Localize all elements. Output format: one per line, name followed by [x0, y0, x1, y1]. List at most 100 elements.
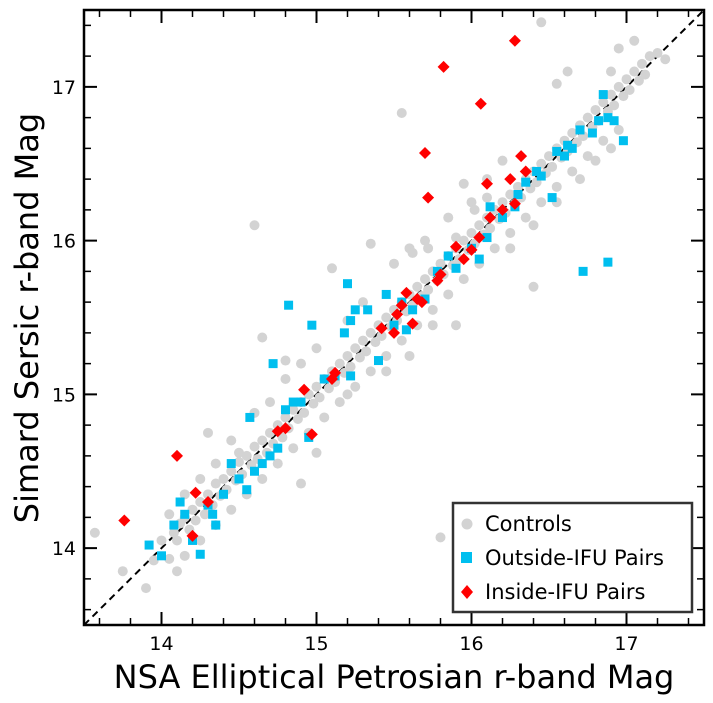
data-point — [346, 371, 356, 381]
data-point — [528, 281, 539, 292]
data-point — [609, 116, 619, 126]
data-point — [497, 197, 508, 208]
data-point — [195, 535, 206, 546]
data-point — [396, 108, 407, 119]
data-point — [404, 350, 415, 361]
data-point — [298, 383, 311, 396]
legend-label-outside-ifu: Outside-IFU Pairs — [485, 546, 664, 570]
data-point — [242, 485, 252, 495]
data-point — [241, 450, 252, 461]
data-point — [280, 355, 291, 366]
data-point — [458, 178, 469, 189]
data-point — [598, 135, 609, 146]
data-point — [265, 451, 275, 461]
data-point — [323, 383, 334, 394]
data-point — [345, 361, 356, 372]
data-point — [528, 220, 539, 231]
data-point — [319, 412, 330, 423]
data-point — [296, 358, 306, 369]
data-point — [437, 60, 450, 73]
data-point — [156, 535, 167, 546]
legend-box — [451, 501, 694, 614]
legend-marker-outside-ifu — [461, 552, 472, 563]
data-point — [415, 296, 428, 309]
data-point — [319, 374, 329, 384]
data-point — [305, 428, 318, 441]
data-point — [629, 66, 640, 77]
data-point — [547, 193, 557, 203]
data-point — [311, 381, 322, 392]
data-point — [629, 35, 640, 46]
data-point — [521, 177, 531, 187]
data-point — [273, 443, 283, 453]
data-point — [219, 489, 228, 499]
data-point — [358, 335, 368, 346]
data-point — [164, 553, 175, 564]
data-point — [618, 136, 628, 146]
data-point — [513, 181, 523, 192]
data-point — [148, 555, 159, 566]
data-point — [504, 173, 517, 186]
data-point — [567, 128, 578, 138]
data-point — [363, 305, 373, 315]
series-1 — [144, 90, 628, 561]
data-point — [199, 509, 210, 520]
data-point — [210, 478, 221, 489]
data-point — [606, 89, 616, 100]
data-point — [598, 97, 609, 108]
data-point — [265, 397, 275, 408]
data-point — [211, 520, 221, 530]
data-point — [391, 308, 404, 321]
data-point — [234, 457, 244, 468]
data-point — [307, 320, 317, 330]
data-point — [350, 343, 361, 354]
data-point — [381, 366, 392, 377]
data-point — [406, 317, 419, 330]
data-point — [469, 204, 480, 215]
data-point — [532, 166, 542, 176]
data-point — [419, 146, 431, 159]
data-point — [157, 551, 166, 561]
data-point — [186, 529, 199, 542]
data-point — [432, 266, 442, 276]
data-point — [609, 100, 620, 111]
data-point — [520, 212, 531, 223]
data-point — [613, 124, 624, 135]
data-point — [443, 251, 453, 261]
data-point — [485, 223, 496, 234]
data-point — [311, 343, 322, 354]
data-point — [395, 299, 408, 312]
data-point — [89, 527, 100, 538]
data-point — [505, 243, 516, 254]
data-point — [660, 54, 671, 65]
data-point — [257, 459, 267, 469]
data-point — [652, 48, 663, 59]
data-point — [422, 191, 435, 204]
data-point — [350, 305, 360, 315]
data-point — [388, 326, 400, 339]
data-point — [288, 404, 299, 415]
data-point — [381, 289, 391, 299]
data-point — [420, 294, 430, 304]
data-point — [473, 231, 486, 244]
data-point — [202, 496, 214, 508]
data-point — [513, 190, 523, 199]
data-point — [582, 112, 593, 123]
data-point — [420, 235, 430, 246]
data-point — [389, 258, 399, 269]
data-point — [361, 346, 372, 357]
data-point — [489, 243, 500, 254]
data-point — [304, 432, 314, 442]
data-point — [451, 263, 461, 273]
data-point — [407, 247, 418, 258]
data-point — [633, 75, 644, 86]
data-point — [381, 350, 392, 361]
data-point — [210, 458, 221, 469]
data-point — [474, 220, 485, 231]
data-point — [484, 211, 497, 224]
data-point — [296, 397, 306, 407]
data-point — [498, 213, 507, 223]
data-point — [560, 151, 569, 161]
data-point — [208, 509, 218, 519]
